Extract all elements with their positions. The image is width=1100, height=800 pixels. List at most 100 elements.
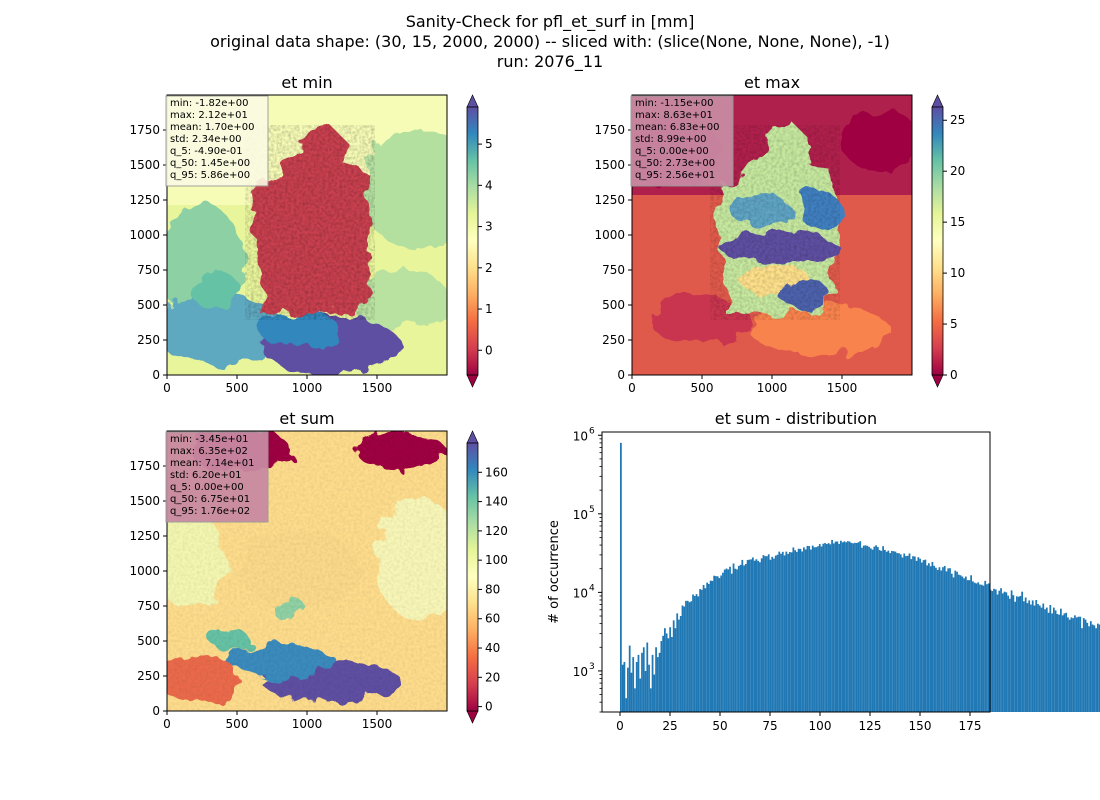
histogram-bar xyxy=(864,545,867,712)
histogram-bar xyxy=(1038,605,1041,712)
histogram-bar xyxy=(917,557,920,712)
histogram-bar xyxy=(637,654,640,712)
histogram-bar xyxy=(787,553,789,712)
histogram-bar xyxy=(963,578,965,712)
histogram-bar xyxy=(935,567,937,712)
histogram-bar xyxy=(1021,591,1024,712)
histogram-bar xyxy=(634,688,636,712)
y-tick-label-exponent: 3 xyxy=(589,662,595,672)
colorbar-frame xyxy=(466,106,479,376)
x-axis: 0 25 50 75 100 125 150 175 xyxy=(616,712,981,733)
histogram-bar xyxy=(672,620,675,712)
histogram-bar xyxy=(876,547,879,712)
histogram-bar xyxy=(859,541,862,712)
colorbar-tick-label: 1 xyxy=(485,302,493,316)
histogram-bar xyxy=(790,552,793,712)
histogram-bar xyxy=(866,545,869,712)
histogram-bar xyxy=(665,633,668,712)
panel-et-min: et min 0 500 1000 1500 02505007501000125015… xyxy=(129,73,492,395)
y-tick-label: 1000 xyxy=(129,228,160,242)
y-tick-label-base: 10 xyxy=(573,508,588,522)
histogram-bar xyxy=(910,559,913,712)
histogram-bar xyxy=(788,552,791,712)
colorbar-tick-label: 140 xyxy=(485,495,508,509)
histogram-bar xyxy=(623,661,626,712)
histogram-bar xyxy=(711,580,714,712)
histogram-bar xyxy=(1052,607,1055,712)
histogram-bar xyxy=(730,573,733,712)
y-tick-label: 500 xyxy=(137,634,160,648)
histogram-bar xyxy=(748,559,751,712)
histogram-bar xyxy=(1003,591,1006,712)
histogram-bar xyxy=(646,642,649,712)
stats-line: std: 8.99e+00 xyxy=(635,134,707,145)
histogram-bar xyxy=(875,545,877,712)
histogram-bar xyxy=(1010,590,1013,712)
histogram-bar xyxy=(1088,626,1090,712)
histogram-bar xyxy=(1031,600,1034,712)
y-tick-label: 1250 xyxy=(594,193,625,207)
histogram-bar xyxy=(803,547,805,712)
histogram-bar xyxy=(878,550,881,712)
colorbar-tick-label: 15 xyxy=(950,215,965,229)
histogram-bar xyxy=(1008,598,1011,712)
histogram-bar xyxy=(964,576,967,712)
stats-line: min: -3.45e+01 xyxy=(170,434,249,445)
histogram-bar xyxy=(1095,628,1097,712)
histogram-bar xyxy=(1051,613,1053,712)
histogram-bar xyxy=(706,582,708,712)
histogram-bar xyxy=(797,548,800,712)
x-axis: 0 500 1000 1500 xyxy=(628,375,857,395)
colorbar-gradient xyxy=(467,443,478,711)
histogram-bar xyxy=(822,543,825,712)
histogram-bar xyxy=(854,542,856,712)
histogram-bar xyxy=(957,574,960,712)
histogram-bar xyxy=(697,596,700,712)
y-tick-label: 750 xyxy=(137,263,160,277)
histogram-bar xyxy=(718,578,721,712)
histogram-bar xyxy=(928,563,930,712)
histogram-bar xyxy=(773,558,775,712)
colorbar-tick-label: 0 xyxy=(950,368,958,382)
histogram-bar xyxy=(954,570,957,712)
histogram-bar xyxy=(815,547,818,712)
figure-title: Sanity-Check for pfl_et_surf in [mm] ori… xyxy=(0,12,1100,72)
x-tick-label: 1000 xyxy=(292,717,323,731)
histogram-bar xyxy=(1063,613,1066,712)
stats-line: q_95: 5.86e+00 xyxy=(170,170,250,181)
histogram-bar xyxy=(982,585,985,712)
histogram-bar xyxy=(869,548,872,712)
histogram-bar xyxy=(884,549,886,712)
histogram-bar xyxy=(862,545,865,712)
stats-box: min: -1.82e+00 max: 2.12e+01 mean: 1.70e+0… xyxy=(165,95,269,187)
histogram-bar xyxy=(727,569,730,712)
y-tick-label: 1750 xyxy=(594,123,625,137)
histogram-bar xyxy=(690,601,693,712)
histogram-bar xyxy=(693,595,696,712)
colorbar-tick-label: 4 xyxy=(485,178,493,192)
figure-title-line-1: Sanity-Check for pfl_et_surf in [mm] xyxy=(405,12,695,31)
histogram-bar xyxy=(931,561,934,712)
histogram-bar xyxy=(952,577,955,712)
histogram-bar xyxy=(625,698,628,712)
histogram-bar xyxy=(676,613,679,712)
histogram-bar xyxy=(1023,601,1025,712)
colorbar-tick-label: 160 xyxy=(485,465,508,479)
histogram-bar xyxy=(847,541,849,712)
histogram-bar xyxy=(1077,616,1080,712)
histogram-bar xyxy=(975,583,978,712)
stats-line: q_50: 2.73e+00 xyxy=(635,158,715,169)
y-tick-label: 1000 xyxy=(594,228,625,242)
histogram-bar xyxy=(739,564,742,712)
x-tick-label: 150 xyxy=(909,719,932,733)
y-tick-label-base: 10 xyxy=(573,429,588,443)
stats-line: min: -1.82e+00 xyxy=(170,98,249,109)
histogram-bar xyxy=(891,550,893,712)
colorbar-tick-label: 3 xyxy=(485,220,493,234)
histogram-bar xyxy=(683,606,686,712)
histogram-bar xyxy=(732,563,735,712)
colorbar-tick-label: 20 xyxy=(485,670,500,684)
histogram-bar xyxy=(1005,592,1008,712)
